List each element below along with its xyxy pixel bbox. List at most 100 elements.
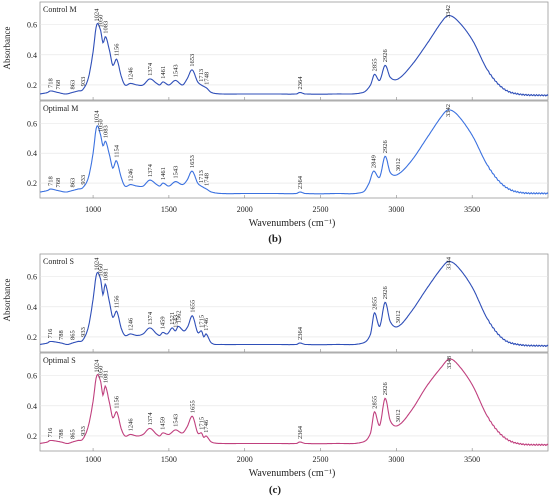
peak-label: 1156 xyxy=(114,43,121,57)
peak-label: 863 xyxy=(69,178,76,188)
y-axis-label: Absorbance xyxy=(2,27,12,70)
y-tick-label: 0.2 xyxy=(27,333,37,342)
peak-label: 1746 xyxy=(203,419,210,433)
peak-label: 1156 xyxy=(114,295,121,309)
peak-label: 718 xyxy=(47,176,54,186)
y-tick-label: 0.6 xyxy=(27,372,37,381)
spectrum-line xyxy=(39,358,549,447)
peak-label: 718 xyxy=(47,78,54,88)
peak-label: 933 xyxy=(80,327,87,337)
y-tick-label: 0.4 xyxy=(27,303,37,312)
x-tick-label: 2000 xyxy=(237,455,253,464)
subplot-title: Control S xyxy=(43,257,74,266)
peak-label: 1024 xyxy=(94,8,101,22)
peak-label: 2849 xyxy=(371,155,378,168)
y-tick-label: 0.4 xyxy=(27,149,37,158)
subplot-control-m: 0.2 0.4 0.6 Control M 718 768 863 933 1024105010… xyxy=(27,1,549,101)
peak-label: 933 xyxy=(80,426,87,436)
peak-label: 2364 xyxy=(297,425,304,439)
peak-label: 1083 xyxy=(103,21,110,34)
x-tick-label: 1000 xyxy=(85,205,101,214)
x-tick-label: 1500 xyxy=(161,205,177,214)
x-axis-label: Wavenumbers (cm⁻¹) xyxy=(249,218,336,229)
panel-caption: (b) xyxy=(268,233,282,245)
peak-label: 1024 xyxy=(94,257,101,271)
peak-label: 1081 xyxy=(102,268,109,281)
peak-label: 3342 xyxy=(445,5,452,18)
peak-label: 1081 xyxy=(102,370,109,383)
peak-label: 1154 xyxy=(113,144,120,158)
peak-label: 1461 xyxy=(160,167,167,180)
peak-label: 933 xyxy=(80,175,87,185)
y-tick-label: 0.2 xyxy=(27,179,37,188)
plot-frame xyxy=(39,253,549,353)
peak-label: 1156 xyxy=(114,395,121,409)
peak-label: 716 xyxy=(47,328,54,339)
subplot-title: Optimal M xyxy=(43,104,78,113)
x-tick-label: 1500 xyxy=(161,455,177,464)
x-tick-label: 3500 xyxy=(464,205,480,214)
peak-label: 1713 xyxy=(198,170,205,183)
peak-label: 865 xyxy=(70,330,77,340)
peak-label: 788 xyxy=(58,429,65,439)
y-tick-label: 0.2 xyxy=(27,81,37,90)
peak-label: 1543 xyxy=(172,64,179,77)
peak-label: 865 xyxy=(70,429,77,439)
y-tick-label: 0.4 xyxy=(27,402,37,411)
plot-frame xyxy=(39,352,549,452)
y-tick-label: 0.6 xyxy=(27,119,37,128)
peak-label: 1655 xyxy=(189,300,196,313)
peak-label: 1653 xyxy=(189,54,196,67)
peak-label: 1459 xyxy=(160,316,167,329)
y-axis-label: Absorbance xyxy=(2,279,12,322)
peak-label: 1748 xyxy=(204,72,211,85)
spectrum-line xyxy=(39,109,549,195)
peak-label: 788 xyxy=(58,330,65,340)
peak-label: 1246 xyxy=(127,418,134,432)
peak-label: 2926 xyxy=(382,139,389,153)
x-axis-label: Wavenumbers (cm⁻¹) xyxy=(249,468,336,479)
peak-label: 1655 xyxy=(189,400,196,413)
x-tick-label: 2000 xyxy=(237,205,253,214)
peak-label: 716 xyxy=(47,427,54,438)
y-tick-label: 0.4 xyxy=(27,51,37,60)
peak-label: 1461 xyxy=(160,66,167,79)
peak-label: 1246 xyxy=(127,317,134,331)
peak-label: 2926 xyxy=(382,49,389,63)
x-tick-label: 2500 xyxy=(313,455,329,464)
x-tick-label: 3000 xyxy=(388,205,404,214)
peak-label: 2364 xyxy=(297,175,304,189)
peak-label: 2855 xyxy=(371,58,378,71)
subplot-title: Optimal S xyxy=(43,356,76,365)
subplot-optimal-m: 0.2 0.4 0.6 Optimal M 718 768 863 933 1024105010… xyxy=(27,100,549,199)
peak-label: 1715 xyxy=(199,417,206,430)
peak-label: 1715 xyxy=(199,315,206,328)
peak-label: 1653 xyxy=(189,155,196,168)
peak-label: 1050 xyxy=(98,366,105,379)
spectrum-line xyxy=(39,260,549,348)
peak-label: 1050 xyxy=(98,119,105,132)
peak-label: 1050 xyxy=(98,15,105,28)
peak-label: 3342 xyxy=(445,104,452,117)
peak-label: 2364 xyxy=(297,326,304,340)
peak-label: 1543 xyxy=(172,315,179,328)
peak-label: 933 xyxy=(80,77,87,87)
peak-label: 2926 xyxy=(382,285,389,299)
peak-label: 3348 xyxy=(446,356,453,369)
subplot-optimal-s: 0.2 0.4 0.6 Optimal S 716 788 865 933 1024105010… xyxy=(27,352,549,452)
plot-frame xyxy=(39,100,549,199)
peak-label: 2364 xyxy=(297,76,304,90)
peak-label: 1374 xyxy=(147,311,154,325)
peak-label: 1246 xyxy=(127,67,134,81)
peak-label: 2855 xyxy=(371,396,378,409)
panel-caption: (c) xyxy=(269,484,282,496)
peak-label: 2926 xyxy=(382,381,389,395)
peak-label: 1050 xyxy=(98,264,105,277)
y-tick-label: 0.6 xyxy=(27,273,37,282)
peak-label: 1459 xyxy=(160,417,167,430)
peak-label: 1374 xyxy=(147,412,154,426)
peak-label: 768 xyxy=(55,178,62,188)
